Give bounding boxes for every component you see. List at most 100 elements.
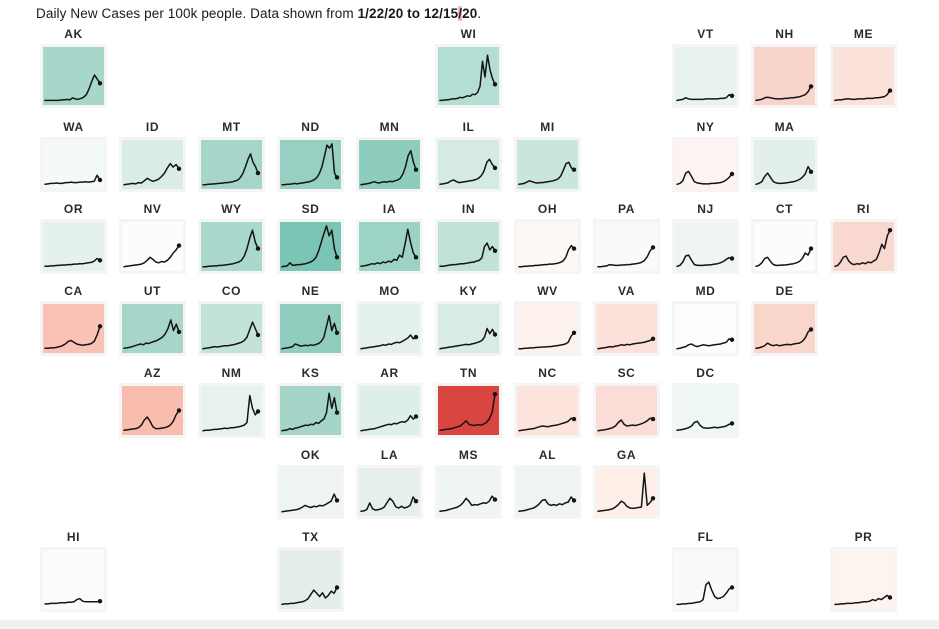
state-tile[interactable]: AZ [119, 366, 186, 438]
state-tile[interactable]: KY [435, 284, 502, 356]
sparkline-chart[interactable] [514, 301, 581, 356]
state-tile[interactable]: WY [198, 202, 265, 274]
state-tile[interactable]: PR [830, 530, 897, 612]
sparkline-chart[interactable] [593, 383, 660, 438]
sparkline-chart[interactable] [751, 137, 818, 192]
state-tile[interactable]: WV [514, 284, 581, 356]
sparkline-chart[interactable] [672, 137, 739, 192]
sparkline-chart[interactable] [40, 301, 107, 356]
state-tile[interactable]: RI [830, 202, 897, 274]
sparkline-chart[interactable] [40, 547, 107, 612]
sparkline-chart[interactable] [277, 547, 344, 612]
sparkline-chart[interactable] [751, 301, 818, 356]
state-tile[interactable]: TN [435, 366, 502, 438]
sparkline-chart[interactable] [198, 219, 265, 274]
sparkline-chart[interactable] [751, 44, 818, 108]
state-tile[interactable]: SD [277, 202, 344, 274]
state-tile[interactable]: OR [40, 202, 107, 274]
sparkline-chart[interactable] [672, 301, 739, 356]
sparkline-chart[interactable] [435, 383, 502, 438]
state-tile[interactable]: NH [751, 27, 818, 108]
state-tile[interactable]: AK [40, 27, 107, 108]
sparkline-chart[interactable] [119, 137, 186, 192]
sparkline-chart[interactable] [119, 383, 186, 438]
state-tile[interactable]: NC [514, 366, 581, 438]
sparkline-chart[interactable] [672, 383, 739, 438]
state-tile[interactable]: SC [593, 366, 660, 438]
state-tile[interactable]: UT [119, 284, 186, 356]
state-tile[interactable]: HI [40, 530, 107, 612]
sparkline-chart[interactable] [672, 219, 739, 274]
sparkline-chart[interactable] [672, 547, 739, 612]
state-tile[interactable]: CO [198, 284, 265, 356]
sparkline-chart[interactable] [198, 301, 265, 356]
state-tile[interactable]: DC [672, 366, 739, 438]
state-tile[interactable]: ID [119, 120, 186, 192]
state-tile[interactable]: NJ [672, 202, 739, 274]
sparkline-chart[interactable] [435, 465, 502, 519]
state-tile[interactable]: MO [356, 284, 423, 356]
state-tile[interactable]: FL [672, 530, 739, 612]
state-tile[interactable]: CA [40, 284, 107, 356]
sparkline-chart[interactable] [435, 44, 502, 108]
sparkline-chart[interactable] [277, 137, 344, 192]
sparkline-chart[interactable] [830, 44, 897, 108]
state-tile[interactable]: GA [593, 448, 660, 519]
sparkline-chart[interactable] [514, 219, 581, 274]
sparkline-chart[interactable] [277, 219, 344, 274]
sparkline-chart[interactable] [277, 383, 344, 438]
sparkline-chart[interactable] [40, 137, 107, 192]
sparkline-chart[interactable] [514, 137, 581, 192]
sparkline-chart[interactable] [356, 465, 423, 519]
state-tile[interactable]: MS [435, 448, 502, 519]
state-tile[interactable]: NV [119, 202, 186, 274]
state-tile[interactable]: MI [514, 120, 581, 192]
state-tile[interactable]: OK [277, 448, 344, 519]
sparkline-chart[interactable] [356, 383, 423, 438]
state-tile[interactable]: TX [277, 530, 344, 612]
sparkline-chart[interactable] [198, 383, 265, 438]
state-tile[interactable]: ME [830, 27, 897, 108]
sparkline-chart[interactable] [514, 383, 581, 438]
state-tile[interactable]: NE [277, 284, 344, 356]
state-tile[interactable]: ND [277, 120, 344, 192]
sparkline-chart[interactable] [830, 547, 897, 612]
sparkline-chart[interactable] [435, 219, 502, 274]
sparkline-chart[interactable] [830, 219, 897, 274]
state-tile[interactable]: IA [356, 202, 423, 274]
state-tile[interactable]: OH [514, 202, 581, 274]
sparkline-chart[interactable] [514, 465, 581, 519]
state-tile[interactable]: IN [435, 202, 502, 274]
state-tile[interactable]: CT [751, 202, 818, 274]
state-tile[interactable]: MD [672, 284, 739, 356]
state-tile[interactable]: DE [751, 284, 818, 356]
sparkline-chart[interactable] [593, 219, 660, 274]
state-tile[interactable]: WA [40, 120, 107, 192]
state-tile[interactable]: PA [593, 202, 660, 274]
sparkline-chart[interactable] [356, 301, 423, 356]
state-tile[interactable]: VT [672, 27, 739, 108]
state-tile[interactable]: MN [356, 120, 423, 192]
sparkline-chart[interactable] [356, 219, 423, 274]
state-tile[interactable]: MT [198, 120, 265, 192]
sparkline-chart[interactable] [593, 465, 660, 519]
sparkline-chart[interactable] [40, 44, 107, 108]
state-tile[interactable]: AR [356, 366, 423, 438]
state-tile[interactable]: NY [672, 120, 739, 192]
sparkline-chart[interactable] [435, 301, 502, 356]
sparkline-chart[interactable] [40, 219, 107, 274]
state-tile[interactable]: WI [435, 27, 502, 108]
state-tile[interactable]: IL [435, 120, 502, 192]
sparkline-chart[interactable] [277, 465, 344, 519]
state-tile[interactable]: LA [356, 448, 423, 519]
state-tile[interactable]: KS [277, 366, 344, 438]
sparkline-chart[interactable] [119, 301, 186, 356]
sparkline-chart[interactable] [435, 137, 502, 192]
sparkline-chart[interactable] [277, 301, 344, 356]
sparkline-chart[interactable] [356, 137, 423, 192]
state-tile[interactable]: AL [514, 448, 581, 519]
sparkline-chart[interactable] [672, 44, 739, 108]
state-tile[interactable]: NM [198, 366, 265, 438]
sparkline-chart[interactable] [119, 219, 186, 274]
state-tile[interactable]: VA [593, 284, 660, 356]
